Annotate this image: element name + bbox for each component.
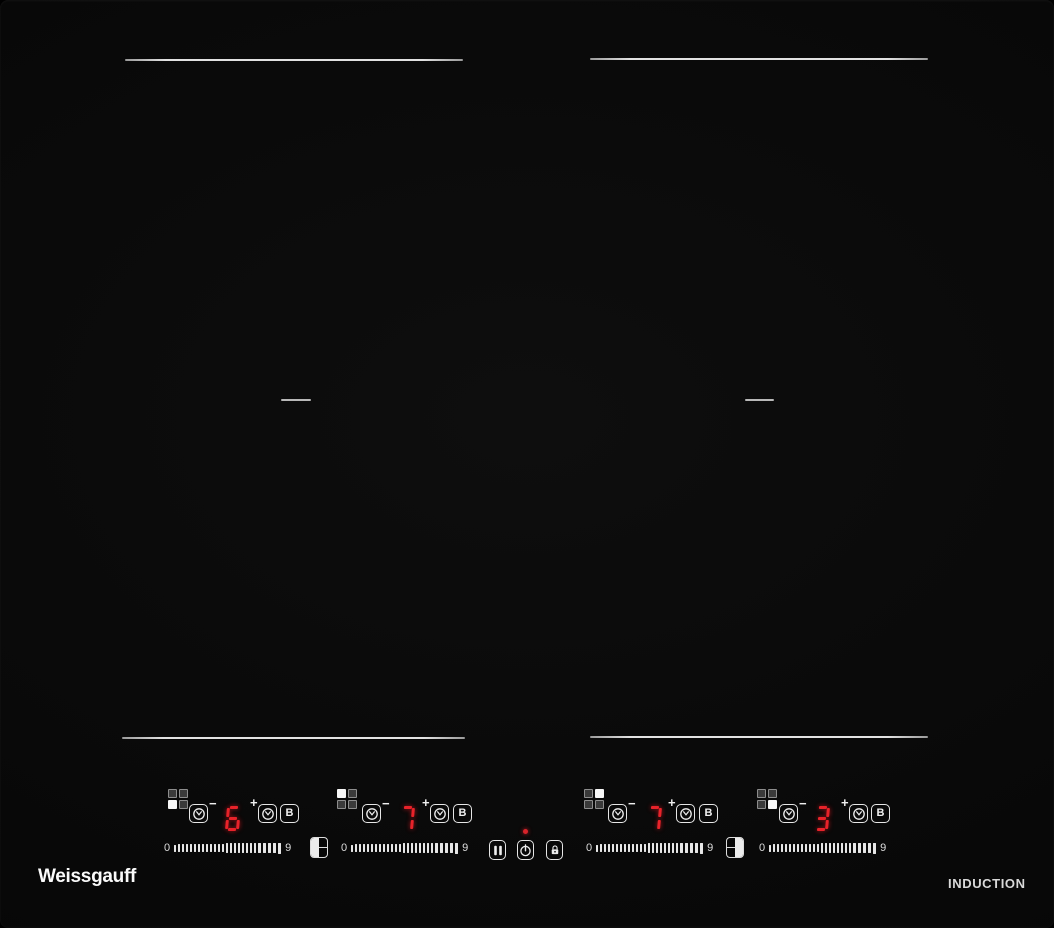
zone-cell-back-right (348, 789, 357, 798)
zone-cell-back-left (584, 789, 593, 798)
zone-cell-back-right (768, 789, 777, 798)
plus-sign: + (668, 795, 676, 810)
boost-button[interactable]: B (699, 804, 718, 823)
timer-minus-button[interactable] (608, 804, 627, 823)
slider-min-label: 0 (759, 841, 766, 854)
timer-plus-button[interactable] (258, 804, 277, 823)
zone-cell-front-right (348, 800, 357, 809)
timer-icon (261, 807, 274, 820)
boost-button[interactable]: B (871, 804, 890, 823)
slider-ticks[interactable] (174, 842, 282, 854)
zone-marker-front-right (590, 736, 928, 738)
zone-position-icon (336, 788, 358, 810)
slider-max-label: 9 (707, 841, 714, 854)
zone-cell-front-right (595, 800, 604, 809)
slider-max-label: 9 (462, 841, 469, 854)
boost-button[interactable]: B (453, 804, 472, 823)
timer-icon (192, 807, 205, 820)
zone-position-icon (583, 788, 605, 810)
power-slider[interactable]: 0 9 (759, 838, 886, 858)
power-indicator-led (523, 829, 528, 834)
slider-ticks[interactable] (596, 842, 704, 854)
slider-min-label: 0 (164, 841, 171, 854)
bridge-zone-icon-right[interactable] (726, 837, 744, 858)
zone-cell-front-right (768, 800, 777, 809)
plus-sign: + (841, 795, 849, 810)
slider-min-label: 0 (341, 841, 348, 854)
pause-icon (493, 845, 502, 855)
zone-position-icon (756, 788, 778, 810)
power-level-display (399, 806, 415, 831)
brand-logo: Weissgauff (38, 866, 137, 887)
power-icon (520, 843, 531, 856)
timer-minus-button[interactable] (362, 804, 381, 823)
slider-ticks[interactable] (769, 842, 877, 854)
power-level-display (646, 806, 662, 831)
power-slider[interactable]: 0 9 (164, 838, 291, 858)
plus-sign: + (250, 795, 258, 810)
timer-icon (679, 807, 692, 820)
power-slider[interactable]: 0 9 (341, 838, 468, 858)
timer-minus-button[interactable] (779, 804, 798, 823)
timer-plus-button[interactable] (430, 804, 449, 823)
zone-position-icon (167, 788, 189, 810)
zone-center-mark-right (745, 399, 774, 401)
bridge-zone-icon-left[interactable] (310, 837, 328, 858)
slider-ticks[interactable] (351, 842, 459, 854)
bridge-divider (727, 846, 735, 849)
minus-sign: − (382, 796, 390, 811)
zone-cell-back-left (337, 789, 346, 798)
timer-icon (433, 807, 446, 820)
power-level-display (814, 806, 830, 831)
slider-max-label: 9 (285, 841, 292, 854)
zone-cell-front-left (337, 800, 346, 809)
bridge-fill (735, 838, 743, 857)
induction-label: INDUCTION (948, 876, 1026, 891)
timer-icon (611, 807, 624, 820)
boost-button[interactable]: B (280, 804, 299, 823)
boost-label: B (285, 807, 294, 819)
timer-plus-button[interactable] (849, 804, 868, 823)
timer-minus-button[interactable] (189, 804, 208, 823)
power-slider[interactable]: 0 9 (586, 838, 713, 858)
zone-cell-front-left (757, 800, 766, 809)
lock-button[interactable] (546, 840, 563, 860)
minus-sign: − (209, 796, 217, 811)
power-button[interactable] (517, 840, 534, 860)
boost-label: B (458, 807, 467, 819)
lock-icon (551, 845, 558, 855)
zone-cell-front-left (168, 800, 177, 809)
timer-icon (782, 807, 795, 820)
boost-label: B (704, 807, 713, 819)
zone-cell-front-right (179, 800, 188, 809)
bridge-divider (319, 846, 327, 849)
zone-marker-back-right (590, 58, 928, 60)
timer-icon (852, 807, 865, 820)
zone-cell-back-right (179, 789, 188, 798)
zone-center-mark-left (281, 399, 311, 401)
bridge-fill (311, 838, 319, 857)
zone-cell-front-left (584, 800, 593, 809)
zone-cell-back-right (595, 789, 604, 798)
slider-min-label: 0 (586, 841, 593, 854)
zone-marker-front-left (122, 737, 465, 739)
timer-plus-button[interactable] (676, 804, 695, 823)
minus-sign: − (799, 796, 807, 811)
minus-sign: − (628, 796, 636, 811)
zone-cell-back-left (168, 789, 177, 798)
pause-button[interactable] (489, 840, 506, 860)
zone-cell-back-left (757, 789, 766, 798)
timer-icon (365, 807, 378, 820)
boost-label: B (876, 807, 885, 819)
power-level-display (225, 806, 241, 831)
plus-sign: + (422, 795, 430, 810)
zone-marker-back-left (125, 59, 463, 61)
slider-max-label: 9 (880, 841, 887, 854)
